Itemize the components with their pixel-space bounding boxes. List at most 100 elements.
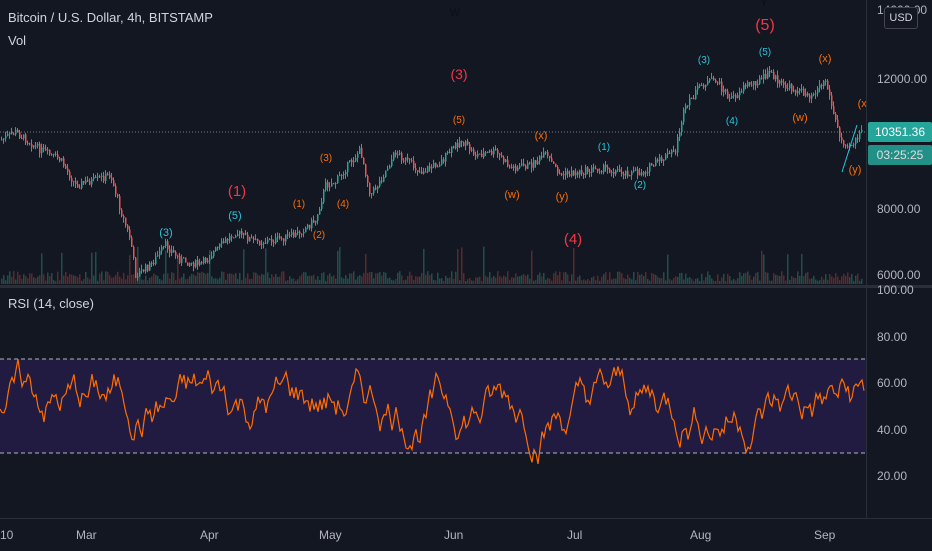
candle-body: [193, 262, 195, 267]
volume-bar: [787, 254, 789, 284]
price-tick: 8000.00: [877, 202, 921, 216]
volume-bar: [459, 280, 461, 284]
candle-body: [367, 176, 369, 183]
candle-body: [469, 144, 471, 151]
candle-body: [493, 149, 495, 155]
candle-body: [571, 170, 573, 176]
candle-body: [317, 214, 319, 221]
candle-body: [303, 232, 305, 234]
candle-body: [73, 181, 75, 183]
volume-bar: [245, 277, 247, 284]
wave-label: (1): [293, 199, 305, 210]
volume-bar: [777, 275, 779, 284]
volume-bar: [433, 279, 435, 284]
candle-body: [417, 170, 419, 172]
volume-bar: [15, 279, 17, 284]
candle-body: [59, 158, 61, 161]
volume-bar: [269, 278, 271, 284]
volume-bar: [769, 280, 771, 284]
candle-body: [249, 237, 251, 242]
volume-bar: [157, 276, 159, 284]
candle-body: [265, 242, 267, 244]
candle-body: [511, 166, 513, 169]
currency-button[interactable]: USD: [884, 7, 918, 29]
volume-bar: [519, 276, 521, 284]
volume-bar: [215, 278, 217, 284]
price-scale[interactable]: 14000.00 12000.00 8000.00 6000.00: [866, 0, 932, 285]
candle-body: [749, 82, 751, 85]
volume-bar: [755, 272, 757, 284]
volume-bar: [103, 280, 105, 284]
candle-body: [733, 95, 735, 97]
candle-body: [811, 94, 813, 99]
candle-body: [217, 246, 219, 248]
candle-body: [839, 127, 841, 138]
candle-body: [499, 153, 501, 156]
candle-body: [109, 174, 111, 178]
volume-bar: [45, 280, 47, 284]
volume-bar: [607, 279, 609, 284]
candle-body: [125, 217, 127, 226]
candle-body: [803, 88, 805, 96]
price-chart-pane[interactable]: W Y (5) (3) (1) (4) (5) (3) (3) (5) (4) (1) (2) (5) (3…: [0, 0, 870, 285]
volume-bar: [465, 280, 467, 284]
candle-body: [765, 73, 767, 79]
countdown-tag: 03:25:25: [868, 145, 932, 165]
candle-body: [45, 148, 47, 151]
volume-bar: [173, 273, 175, 284]
candle-body: [613, 172, 615, 175]
candle-body: [433, 163, 435, 167]
volume-bar: [239, 272, 241, 284]
volume-bar: [475, 277, 477, 284]
volume-bar: [699, 280, 701, 284]
volume-bar: [555, 271, 557, 284]
rsi-legend[interactable]: RSI (14, close): [8, 296, 94, 311]
candle-body: [631, 171, 633, 176]
candle-body: [307, 224, 309, 228]
volume-bar: [183, 273, 185, 284]
volume-bar: [749, 275, 751, 284]
volume-bar: [811, 278, 813, 284]
pane-divider[interactable]: [0, 285, 932, 288]
volume-bar: [491, 277, 493, 284]
volume-bar: [67, 276, 69, 284]
symbol-title[interactable]: Bitcoin / U.S. Dollar, 4h, BITSTAMP: [8, 10, 213, 25]
price-chart-canvas[interactable]: W Y (5) (3) (1) (4) (5) (3) (3) (5) (4) (1) (2) (5) (3…: [0, 0, 870, 285]
volume-bar: [581, 280, 583, 284]
time-axis[interactable]: 10 Mar Apr May Jun Jul Aug Sep: [0, 518, 932, 551]
volume-bar: [717, 274, 719, 284]
rsi-canvas[interactable]: [0, 288, 866, 518]
volume-bar: [429, 275, 431, 284]
volume-bar: [657, 276, 659, 284]
candle-body: [135, 257, 137, 278]
candle-body: [87, 180, 89, 182]
wave-label: (5): [453, 115, 465, 126]
rsi-scale[interactable]: 100.00 80.00 60.00 40.00 20.00: [866, 283, 932, 518]
candle-body: [823, 81, 825, 87]
candle-body: [163, 245, 165, 248]
volume-bar: [33, 277, 35, 284]
volume-legend[interactable]: Vol: [8, 33, 27, 48]
candle-body: [473, 149, 475, 155]
volume-bar: [169, 278, 171, 284]
candle-body: [579, 170, 581, 175]
candle-body: [231, 236, 233, 238]
candle-body: [191, 262, 193, 264]
volume-bar: [849, 277, 851, 284]
candle-body: [381, 180, 383, 182]
candle-body: [395, 152, 397, 155]
volume-bar: [855, 275, 857, 284]
candle-body: [101, 175, 103, 177]
volume-bar: [627, 274, 629, 284]
volume-bar: [97, 280, 99, 284]
candle-body: [121, 209, 123, 217]
volume-bar: [147, 280, 149, 284]
volume-bar: [655, 274, 657, 284]
volume-bar: [267, 272, 269, 284]
candle-body: [699, 85, 701, 87]
wave-label: (3): [698, 55, 710, 66]
volume-bar: [11, 276, 13, 284]
rsi-pane[interactable]: [0, 288, 866, 518]
candle-body: [861, 129, 863, 132]
candle-body: [503, 157, 505, 162]
